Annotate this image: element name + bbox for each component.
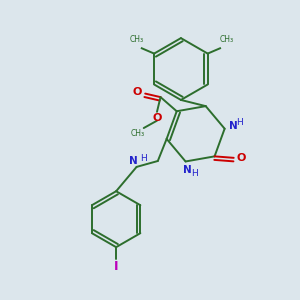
Text: H: H [140,154,146,163]
Text: O: O [236,153,246,163]
Text: N: N [229,121,237,131]
Text: CH₃: CH₃ [130,35,144,44]
Text: CH₃: CH₃ [220,35,234,44]
Text: H: H [237,118,243,127]
Text: CH₃: CH₃ [130,129,144,138]
Text: I: I [114,260,118,273]
Text: N: N [183,165,191,175]
Text: O: O [152,113,162,123]
Text: N: N [129,156,138,166]
Text: O: O [132,87,142,97]
Text: H: H [191,169,198,178]
